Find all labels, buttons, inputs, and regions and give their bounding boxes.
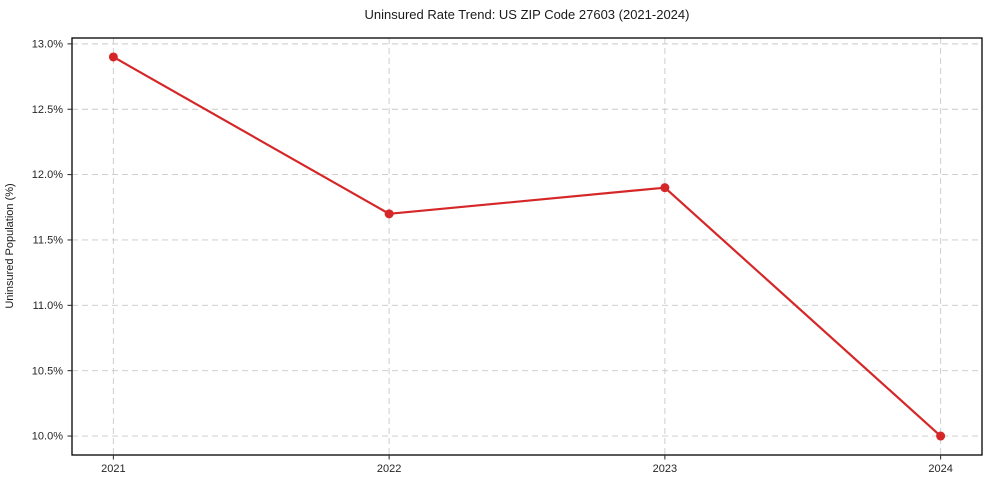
y-tick-label: 12.0% — [32, 169, 63, 181]
data-point — [384, 209, 394, 219]
y-tick-label: 11.5% — [33, 235, 64, 247]
data-point — [108, 52, 118, 62]
plot-layer — [108, 52, 946, 441]
y-tick-label: 12.5% — [32, 104, 63, 116]
y-tick-label: 10.5% — [32, 365, 63, 377]
y-axis-label: Uninsured Population (%) — [4, 183, 16, 308]
chart-title: Uninsured Rate Trend: US ZIP Code 27603 … — [365, 7, 690, 22]
grid-layer — [72, 38, 982, 455]
data-point — [660, 183, 670, 193]
x-tick-label: 2021 — [101, 463, 125, 475]
y-tick-label: 11.0% — [33, 300, 64, 312]
y-tick-label: 10.0% — [32, 431, 63, 443]
x-tick-label: 2022 — [377, 463, 401, 475]
plot-frame — [71, 37, 983, 456]
x-tick-label: 2024 — [928, 463, 952, 475]
axis-layer: 10.0% 10.5% 11.0% 11.5% 12.0% 12.5% 13.0% 2021 2… — [32, 37, 983, 475]
data-point — [936, 431, 946, 441]
x-tick-label: 2023 — [653, 463, 677, 475]
trend-line — [112, 55, 942, 438]
y-tick-label: 13.0% — [32, 39, 63, 51]
